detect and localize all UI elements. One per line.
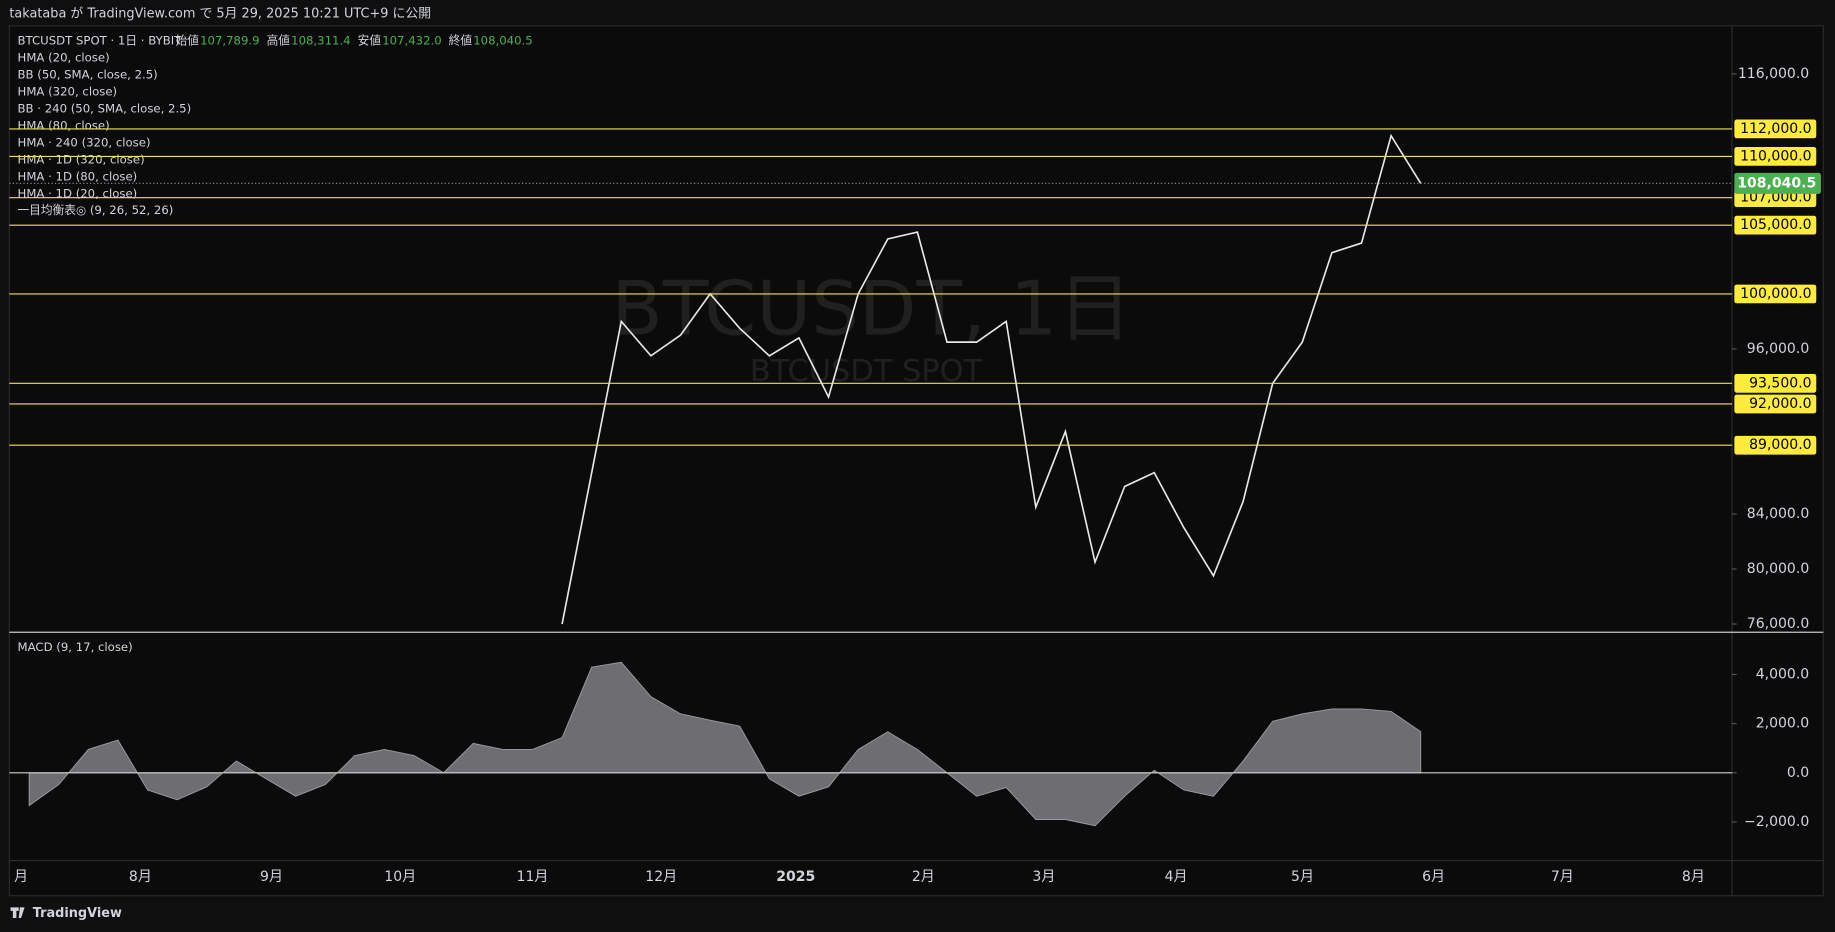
level-label: 110,000.0 [1740, 148, 1811, 164]
last-price-label: 108,040.5 [1737, 175, 1816, 191]
close-line [561, 133, 1422, 625]
level-tag [1734, 215, 1817, 235]
publish-info: takataba が TradingView.com で 5月 29, 2025… [9, 7, 431, 22]
x-tick-label: 8月 [1682, 869, 1705, 885]
x-tick-label: 6月 [1422, 869, 1445, 885]
level-tag [1734, 394, 1817, 414]
footer-logo [10, 907, 25, 918]
ohlc-value: 107,432.0 [382, 33, 441, 47]
indicator-label: BB · 240 (50, SMA, close, 2.5) [18, 101, 192, 115]
x-tick-label: 8月 [129, 869, 152, 885]
x-tick-label: 2025 [776, 869, 815, 885]
macd-y-tick-label: 2,000.0 [1756, 716, 1810, 732]
level-label: 92,000.0 [1749, 396, 1811, 412]
indicator-label: HMA (320, close) [18, 84, 118, 98]
watermark-symbol: BTCUSDT, 1日 [611, 264, 1132, 352]
ohlc-value: 107,789.9 [200, 33, 259, 47]
level-label: 112,000.0 [1740, 121, 1811, 137]
level-label: 89,000.0 [1749, 437, 1811, 453]
indicator-label: HMA (80, close) [18, 118, 110, 132]
indicator-label: BB (50, SMA, close, 2.5) [18, 67, 158, 81]
x-tick-label: 12月 [645, 869, 677, 885]
macd-y-tick-label: 0.0 [1787, 765, 1809, 781]
ohlc-value: 108,311.4 [291, 33, 350, 47]
y-tick-label: 80,000.0 [1747, 561, 1809, 577]
ohlc-label: 高値 [267, 33, 291, 47]
ohlc-value: 108,040.5 [473, 33, 532, 47]
legend-symbol: BTCUSDT SPOT · 1日 · BYBIT [18, 33, 183, 47]
indicator-label: HMA · 1D (320, close) [18, 152, 145, 166]
y-tick-label: 96,000.0 [1747, 341, 1809, 357]
x-tick-label: 月 [14, 869, 28, 885]
level-label: 100,000.0 [1740, 286, 1811, 302]
x-tick-label: 10月 [384, 869, 416, 885]
macd-title: MACD (9, 17, close) [18, 640, 133, 654]
indicator-label: HMA (20, close) [18, 50, 110, 64]
y-tick-label: 116,000.0 [1738, 66, 1809, 82]
indicator-label: 一目均衡表◎ (9, 26, 52, 26) [18, 203, 174, 217]
axis: 116,000.0 96,000.0 84,000.0 80,000.0 76,000.… [1732, 66, 1809, 830]
ohlc-label: 始値 [176, 33, 200, 47]
y-tick-label: 76,000.0 [1747, 616, 1809, 632]
x-tick-label: 7月 [1551, 869, 1574, 885]
indicator-label: HMA · 240 (320, close) [18, 135, 151, 149]
level-label: 93,500.0 [1749, 375, 1811, 391]
last-price-tag [1734, 172, 1821, 194]
macd-y-tick-label: 4,000.0 [1756, 666, 1810, 682]
level-tag [1734, 435, 1817, 455]
x-tick-label: 11月 [517, 869, 549, 885]
x-tick-label: 2月 [912, 869, 935, 885]
level-tag [1734, 284, 1817, 304]
level-tag [1734, 373, 1817, 393]
x-tick-label: 3月 [1032, 869, 1055, 885]
level-tag [1734, 119, 1817, 139]
macd-y-tick-label: −2,000.0 [1744, 814, 1809, 830]
footer-brand: TradingView [33, 906, 122, 921]
level-tag [1734, 147, 1817, 166]
indicator-label: HMA · 1D (80, close) [18, 169, 138, 183]
ohlc-label: 終値 [449, 33, 473, 47]
y-tick-label: 84,000.0 [1747, 506, 1809, 522]
level-label: 105,000.0 [1740, 217, 1811, 233]
ohlc-label: 安値 [358, 33, 382, 47]
indicator-label: HMA · 1D (20, close) [18, 186, 138, 200]
x-tick-label: 5月 [1291, 869, 1314, 885]
x-tick-label: 4月 [1165, 869, 1188, 885]
x-tick-label: 9月 [260, 869, 283, 885]
